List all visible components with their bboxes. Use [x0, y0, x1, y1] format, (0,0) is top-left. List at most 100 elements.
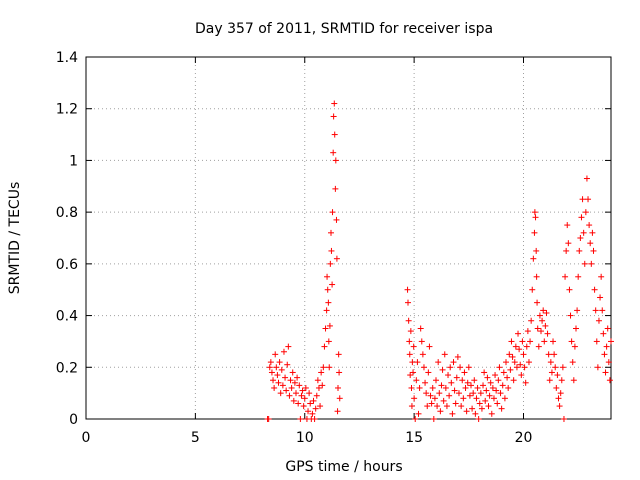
- data-point: [536, 344, 542, 350]
- data-point: [482, 398, 488, 404]
- data-point: [455, 354, 461, 360]
- data-point: [476, 416, 482, 422]
- data-point: [406, 338, 412, 344]
- data-point: [306, 390, 312, 396]
- data-point: [534, 300, 540, 306]
- data-point: [417, 385, 423, 391]
- data-point: [294, 375, 300, 381]
- data-point: [274, 372, 280, 378]
- data-point: [321, 344, 327, 350]
- data-point: [293, 390, 299, 396]
- data-point: [542, 323, 548, 329]
- data-point: [422, 380, 428, 386]
- data-point: [577, 235, 583, 241]
- data-point: [326, 364, 332, 370]
- data-point: [566, 287, 572, 293]
- data-point: [472, 411, 478, 417]
- data-point: [435, 359, 441, 365]
- data-point: [446, 393, 452, 399]
- data-point: [598, 274, 604, 280]
- data-point: [564, 222, 570, 228]
- y-tick-label: 0.6: [56, 257, 78, 273]
- data-point: [282, 375, 288, 381]
- data-point: [569, 338, 575, 344]
- data-point: [533, 214, 539, 220]
- data-point: [593, 307, 599, 313]
- data-point: [548, 359, 554, 365]
- data-point: [530, 256, 536, 262]
- data-point: [574, 307, 580, 313]
- data-point: [418, 326, 424, 332]
- data-point: [457, 364, 463, 370]
- data-point: [464, 408, 470, 414]
- y-tick-label: 0: [69, 412, 78, 428]
- data-point: [561, 416, 567, 422]
- data-point: [409, 385, 415, 391]
- y-tick-label: 0.4: [56, 309, 78, 325]
- data-point: [480, 382, 486, 388]
- data-point: [503, 359, 509, 365]
- data-point: [411, 395, 417, 401]
- data-point: [505, 385, 511, 391]
- data-point: [279, 367, 285, 373]
- data-point: [413, 377, 419, 383]
- data-point: [269, 369, 275, 375]
- grid-lines: [86, 57, 611, 419]
- data-point: [581, 230, 587, 236]
- data-point: [583, 209, 589, 215]
- data-point: [454, 375, 460, 381]
- data-point: [565, 240, 571, 246]
- data-point: [301, 403, 307, 409]
- data-point: [278, 390, 284, 396]
- chart-title: Day 357 of 2011, SRMTID for receiver isp…: [195, 21, 493, 37]
- data-point: [272, 351, 278, 357]
- data-point: [554, 372, 560, 378]
- x-tick-label: 0: [82, 430, 91, 446]
- data-point: [405, 300, 411, 306]
- y-tick-label: 1.2: [56, 102, 78, 118]
- data-point: [478, 390, 484, 396]
- data-point: [315, 377, 321, 383]
- data-point: [336, 369, 342, 375]
- data-point: [407, 351, 413, 357]
- y-tick-label: 1.4: [56, 50, 78, 66]
- data-point: [507, 367, 513, 373]
- data-point: [500, 382, 506, 388]
- data-point: [608, 338, 614, 344]
- plot-frame: [86, 57, 611, 419]
- data-point: [273, 364, 279, 370]
- data-point: [575, 274, 581, 280]
- data-point: [592, 287, 598, 293]
- data-point: [411, 344, 417, 350]
- data-point: [425, 369, 431, 375]
- data-point: [433, 377, 439, 383]
- data-point: [541, 338, 547, 344]
- data-point: [556, 395, 562, 401]
- data-point: [420, 351, 426, 357]
- data-point: [489, 411, 495, 417]
- x-tick-label: 20: [515, 430, 533, 446]
- data-point: [580, 196, 586, 202]
- data-point: [324, 307, 330, 313]
- data-point: [511, 377, 517, 383]
- data-point: [596, 318, 602, 324]
- data-point: [421, 364, 427, 370]
- data-point: [318, 369, 324, 375]
- data-point: [591, 248, 597, 254]
- data-point: [332, 132, 338, 138]
- data-point: [562, 274, 568, 280]
- data-point: [408, 328, 414, 334]
- data-point: [405, 287, 411, 293]
- data-point: [434, 403, 440, 409]
- data-point: [603, 369, 609, 375]
- data-point: [595, 364, 601, 370]
- data-point: [271, 385, 277, 391]
- data-point: [281, 349, 287, 355]
- data-point: [586, 222, 592, 228]
- data-point: [449, 411, 455, 417]
- data-point: [325, 287, 331, 293]
- data-point: [453, 400, 459, 406]
- data-point: [547, 377, 553, 383]
- data-point: [459, 377, 465, 383]
- data-point: [532, 209, 538, 215]
